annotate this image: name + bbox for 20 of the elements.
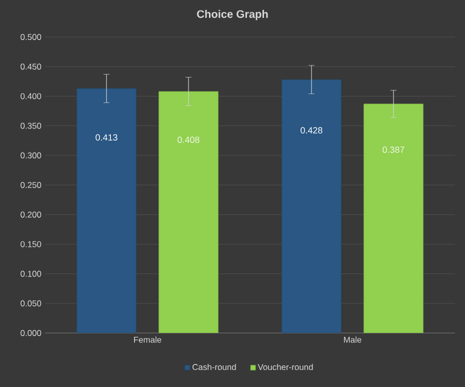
data-label: 0.387 [382, 146, 404, 153]
y-tick-label: 0.450 [20, 64, 42, 70]
y-tick-label: 0.350 [20, 122, 42, 129]
x-tick-label: Male [344, 336, 362, 343]
y-tick-label: 0.500 [20, 34, 42, 40]
legend-label: Voucher-round [258, 364, 313, 370]
data-label: 0.428 [300, 127, 322, 134]
y-tick-label: 0.050 [20, 300, 42, 306]
y-tick-label: 0.300 [20, 152, 42, 158]
y-tick-label: 0.250 [20, 182, 42, 188]
y-tick-label: 0.200 [20, 212, 42, 218]
y-tick-label: 0.400 [20, 93, 42, 100]
y-tick-label: 0.000 [20, 330, 42, 336]
data-label: 0.413 [96, 134, 118, 141]
y-tick-label: 0.100 [20, 270, 42, 277]
data-label: 0.408 [178, 136, 200, 143]
legend-label: Cash-round [192, 364, 236, 370]
x-tick-label: Female [134, 336, 162, 343]
y-tick-label: 0.150 [20, 241, 42, 248]
chart-title: Choice Graph [197, 10, 268, 20]
